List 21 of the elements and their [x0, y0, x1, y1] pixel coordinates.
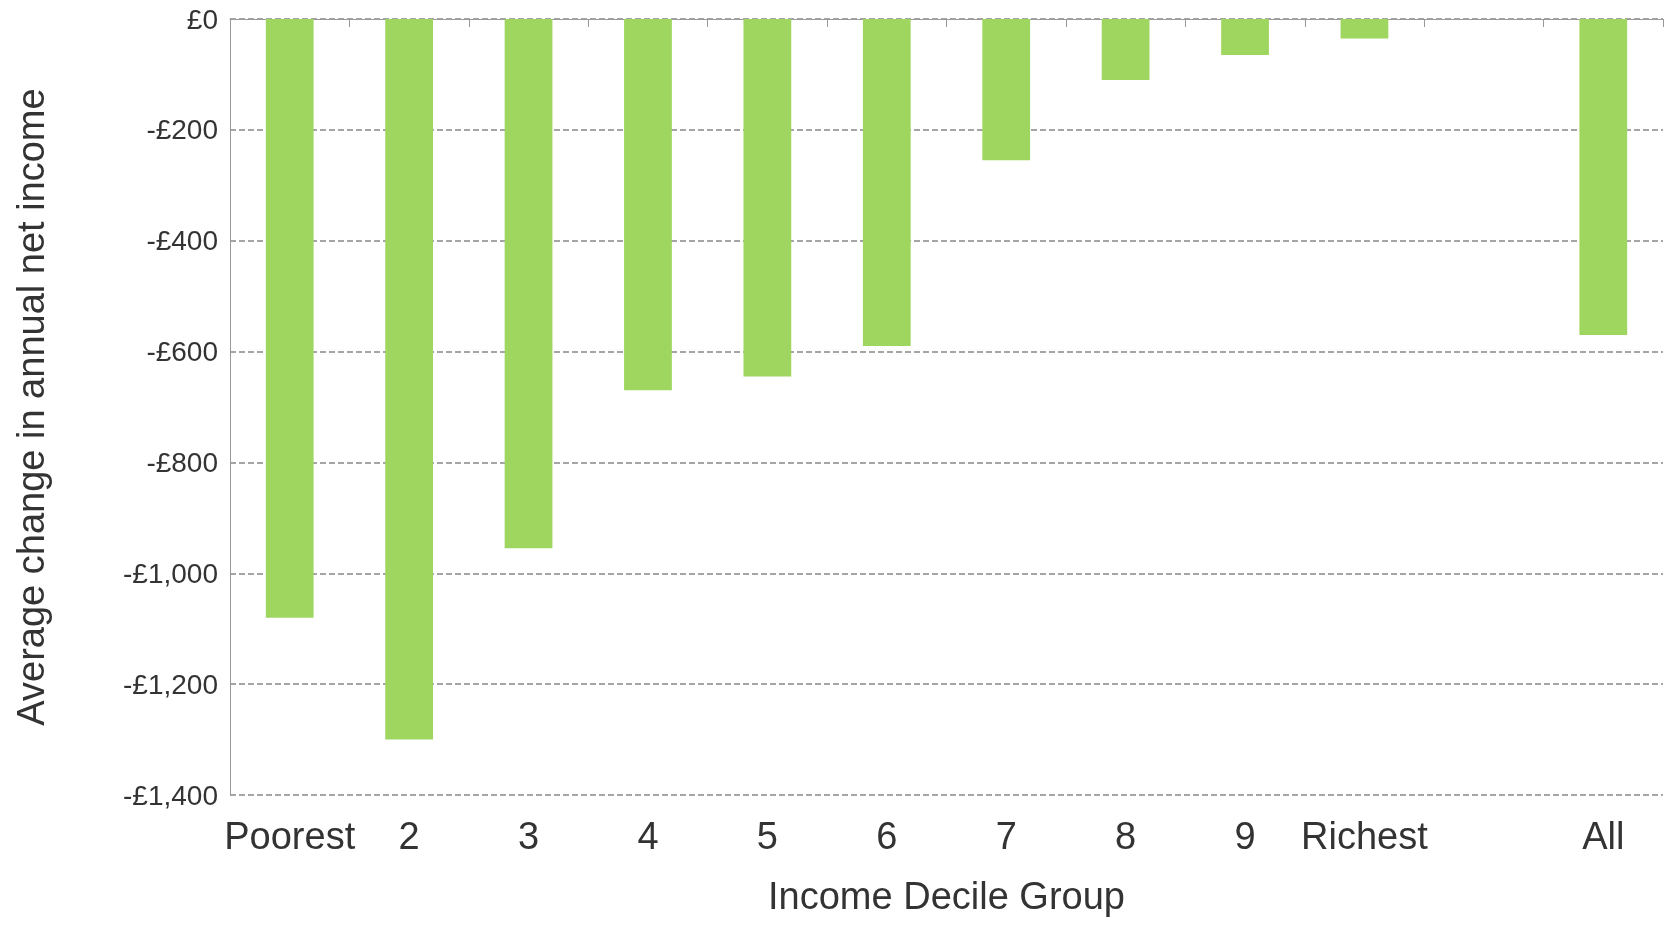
x-tick-label: 6	[876, 815, 898, 857]
y-tick-label: -£1,200	[123, 668, 218, 700]
x-tick-label: Richest	[1301, 815, 1429, 857]
y-tick-label: -£200	[146, 114, 218, 146]
x-tick-label: 5	[756, 815, 778, 857]
y-tick-label: -£400	[146, 225, 218, 257]
y-tick-label: -£1,000	[123, 557, 218, 589]
y-axis-title: Average change in annual net income	[10, 88, 52, 726]
x-tick-label: Poorest	[224, 815, 356, 857]
x-tick-label: 4	[637, 815, 659, 857]
y-tick-label: £0	[186, 3, 218, 35]
x-axis-title: Income Decile Group	[768, 875, 1125, 917]
x-tick-label: All	[1582, 815, 1625, 857]
y-tick-label: -£800	[146, 446, 218, 478]
x-tick-label: 8	[1115, 815, 1137, 857]
x-tick-label: 7	[995, 815, 1017, 857]
x-tick-label: 3	[517, 815, 540, 857]
y-tick-label: -£600	[146, 336, 218, 368]
x-tick-label: 9	[1234, 815, 1256, 857]
y-tick-label: -£1,400	[123, 779, 218, 811]
x-tick-label: 2	[398, 815, 420, 857]
